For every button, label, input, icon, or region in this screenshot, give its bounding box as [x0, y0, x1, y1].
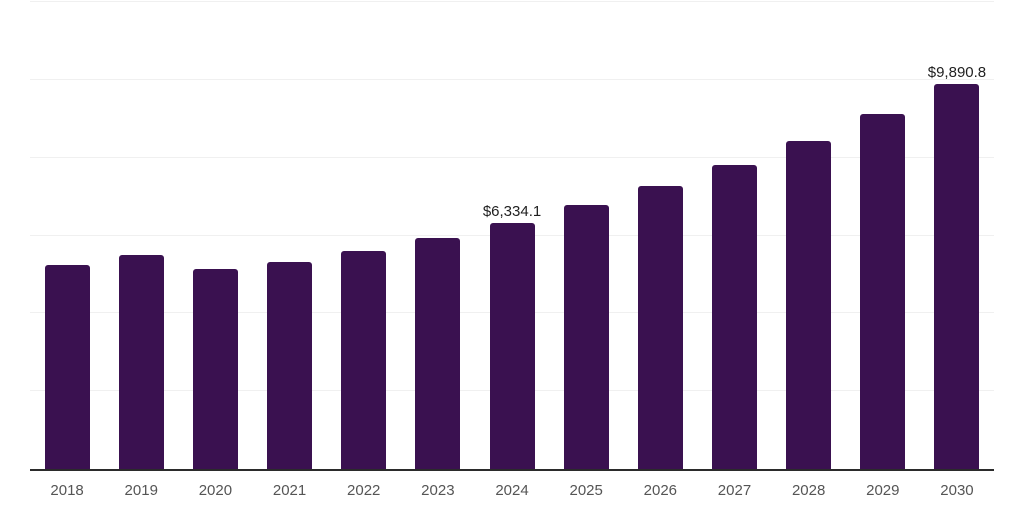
- bar-2029[interactable]: [860, 114, 906, 469]
- bar-column-2030: $9,890.8: [920, 2, 994, 469]
- bar-column-2021: [252, 2, 326, 469]
- bar-2024[interactable]: [489, 222, 535, 469]
- bars-container: $6,334.1 $9,890.8: [30, 2, 994, 469]
- bar-column-2026: [623, 2, 697, 469]
- bar-column-2023: [401, 2, 475, 469]
- gridline-12000: [30, 1, 994, 2]
- bar-column-2025: [549, 2, 623, 469]
- bar-2025[interactable]: [563, 204, 609, 469]
- bar-column-2020: [178, 2, 252, 469]
- tick-label-2019: 2019: [124, 482, 158, 499]
- bar-2028[interactable]: [786, 140, 832, 469]
- bar-2023[interactable]: [415, 238, 461, 469]
- bar-2019[interactable]: [118, 254, 164, 469]
- tick-label-2027: 2027: [717, 482, 752, 499]
- tick-label-2025: 2025: [569, 482, 603, 499]
- bar-column-2027: [697, 2, 771, 469]
- gridline-10000: [30, 78, 994, 80]
- data-label-2024: $6,334.1: [482, 202, 542, 220]
- bar-column-2018: [30, 2, 104, 469]
- bar-2021[interactable]: [267, 261, 313, 469]
- data-label-2030: $9,890.8: [927, 64, 987, 82]
- tick-label-2028: 2028: [791, 482, 826, 499]
- bar-2030[interactable]: [934, 84, 980, 469]
- bar-2018[interactable]: [44, 265, 90, 469]
- bar-2027[interactable]: [711, 165, 757, 469]
- bar-column-2024: $6,334.1: [475, 2, 549, 469]
- bar-column-2022: [327, 2, 401, 469]
- tick-label-2030: 2030: [940, 482, 974, 499]
- tick-label-2024: 2024: [495, 482, 529, 499]
- tick-label-2021: 2021: [272, 482, 307, 499]
- tick-label-2023: 2023: [421, 482, 455, 499]
- tick-label-2020: 2020: [198, 482, 233, 499]
- bar-column-2029: [846, 2, 920, 469]
- bar-column-2019: [104, 2, 178, 469]
- x-axis-line: [30, 469, 994, 471]
- bar-2022[interactable]: [341, 251, 387, 469]
- gridline-8000: [30, 156, 994, 158]
- plot-area: $6,334.1 $9,890.8: [30, 1, 994, 471]
- tick-label-2026: 2026: [643, 482, 678, 499]
- tick-label-2022: 2022: [347, 482, 381, 499]
- bar-2020[interactable]: [192, 268, 238, 469]
- tick-label-2018: 2018: [50, 482, 84, 499]
- bar-column-2028: [772, 2, 846, 469]
- x-axis-tick-labels: 2018 2019 2020 2021 2022 2023 2024 2025 2026 2027…: [30, 483, 994, 499]
- tick-label-2029: 2029: [866, 482, 900, 499]
- bar-2026[interactable]: [637, 185, 683, 469]
